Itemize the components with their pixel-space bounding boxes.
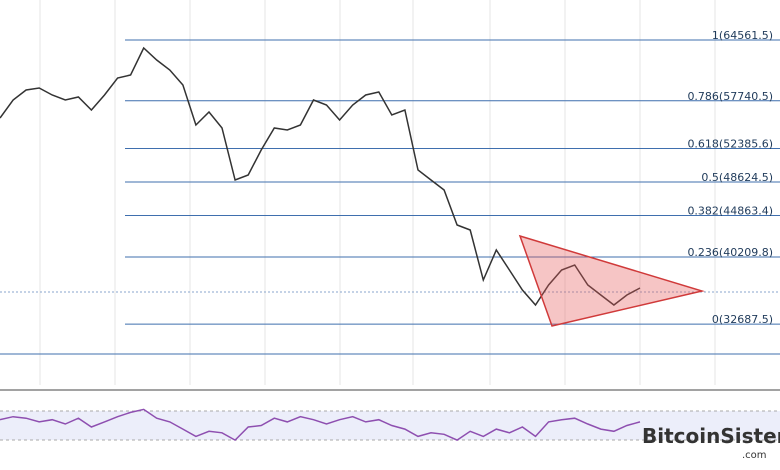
fib-level-label: 0.5(48624.5) bbox=[701, 171, 773, 184]
watermark-name: BitcoinSistemi bbox=[642, 424, 780, 448]
vertical-grid bbox=[39, 0, 716, 385]
fib-level-label: 0.618(52385.6) bbox=[687, 138, 773, 151]
fib-level-label: 1(64561.5) bbox=[712, 29, 773, 42]
fib-level-label: 0(32687.5) bbox=[712, 313, 773, 326]
watermark: BitcoinSistemi .com bbox=[642, 424, 780, 461]
price-line bbox=[0, 46, 641, 307]
watermark-domain: .com bbox=[742, 450, 767, 461]
fib-level-label: 0.786(57740.5) bbox=[687, 90, 773, 103]
triangle-pattern bbox=[518, 234, 705, 327]
rsi-line bbox=[0, 408, 641, 442]
fib-level-label: 0.236(40209.8) bbox=[687, 246, 773, 259]
fib-level-label: 0.382(44863.4) bbox=[687, 205, 773, 218]
